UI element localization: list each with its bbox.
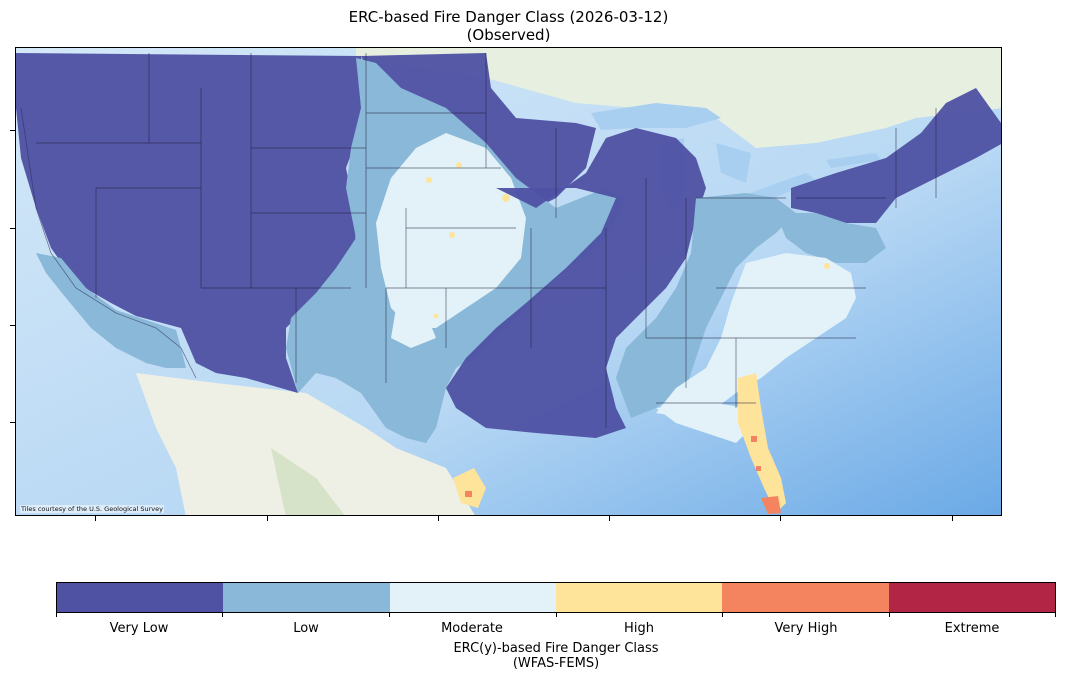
west-coastline xyxy=(20,107,197,379)
zone-moderate-plains xyxy=(376,133,526,328)
lake-ontario xyxy=(826,153,881,168)
colorbar-tick xyxy=(889,613,890,617)
y-axis-tick xyxy=(10,130,15,131)
zone-veryhigh-florida-spot xyxy=(751,436,757,442)
legend-label-low: Low xyxy=(293,621,319,636)
state-boundaries xyxy=(36,53,937,428)
x-axis-tick xyxy=(609,516,610,521)
x-axis-tick xyxy=(95,516,96,521)
legend-label-very-low: Very Low xyxy=(109,621,169,636)
lake-superior xyxy=(591,103,721,130)
y-axis-tick xyxy=(10,325,15,326)
colorbar-tick xyxy=(56,613,57,617)
legend-label-extreme: Extreme xyxy=(944,621,1000,636)
zone-high-spot-4 xyxy=(449,232,455,238)
zone-verylow-north xyxy=(361,53,596,208)
y-axis-tick xyxy=(10,422,15,423)
mexico-land xyxy=(136,373,475,515)
legend-label-high: High xyxy=(624,621,654,636)
mexico-highlands xyxy=(271,448,345,515)
map-svg xyxy=(16,48,1001,515)
zone-high-spot-5 xyxy=(824,263,830,269)
zone-low-appalachia xyxy=(616,193,796,418)
chart-title-line2: (Observed) xyxy=(466,26,551,44)
chart-title: ERC-based Fire Danger Class (2026-03-12)… xyxy=(15,8,1002,44)
colorbar-segment-extreme xyxy=(888,583,1055,612)
colorbar-tick xyxy=(1055,613,1056,617)
zone-high-spot-3 xyxy=(502,194,510,202)
colorbar-title: ERC(y)-based Fire Danger Class (WFAS-FEM… xyxy=(56,641,1056,671)
map-attribution: Tiles courtesy of the U.S. Geological Su… xyxy=(20,505,164,513)
zone-moderate-gulfcoast xyxy=(656,403,751,443)
colorbar-title-line1: ERC(y)-based Fire Danger Class xyxy=(453,641,659,656)
colorbar-title-line2: (WFAS-FEMS) xyxy=(512,656,600,671)
colorbar-segment-moderate xyxy=(389,583,556,612)
colorbar-tick xyxy=(222,613,223,617)
zone-low-midatlantic xyxy=(776,213,886,263)
colorbar-tick xyxy=(389,613,390,617)
zone-high-texas xyxy=(453,468,486,508)
chart-title-line1: ERC-based Fire Danger Class (2026-03-12) xyxy=(348,8,669,26)
zone-verylow-central xyxy=(446,128,706,438)
map-panel[interactable]: Tiles courtesy of the U.S. Geological Su… xyxy=(15,47,1002,516)
zone-verylow-west xyxy=(16,53,366,393)
x-axis-tick xyxy=(780,516,781,521)
colorbar-segment-high xyxy=(555,583,723,612)
zone-moderate-plains-south xyxy=(391,308,436,348)
canada-land xyxy=(356,48,1001,148)
zone-high-florida xyxy=(738,373,786,513)
colorbar-tick xyxy=(722,613,723,617)
zone-veryhigh-florida-spot-2 xyxy=(756,466,761,471)
colorbar-tick xyxy=(556,613,557,617)
zone-moderate-southeast xyxy=(656,253,856,418)
zone-high-spot-2 xyxy=(426,177,432,183)
zone-high-spot-1 xyxy=(456,162,462,168)
legend-label-moderate: Moderate xyxy=(441,621,503,636)
legend-label-very-high: Very High xyxy=(774,621,838,636)
x-axis-tick xyxy=(267,516,268,521)
zone-high-spot-6 xyxy=(433,313,439,319)
colorbar xyxy=(56,582,1056,613)
x-axis-tick xyxy=(952,516,953,521)
zone-veryhigh-florida-south xyxy=(761,496,781,514)
lake-huron xyxy=(716,143,751,183)
colorbar-segment-very-low xyxy=(57,583,224,612)
zone-low-westcoast xyxy=(36,253,186,368)
y-axis-tick xyxy=(10,228,15,229)
colorbar-segment-very-high xyxy=(722,583,889,612)
zone-veryhigh-texas-spot xyxy=(465,491,472,497)
x-axis-tick xyxy=(438,516,439,521)
colorbar-segment-low xyxy=(223,583,390,612)
